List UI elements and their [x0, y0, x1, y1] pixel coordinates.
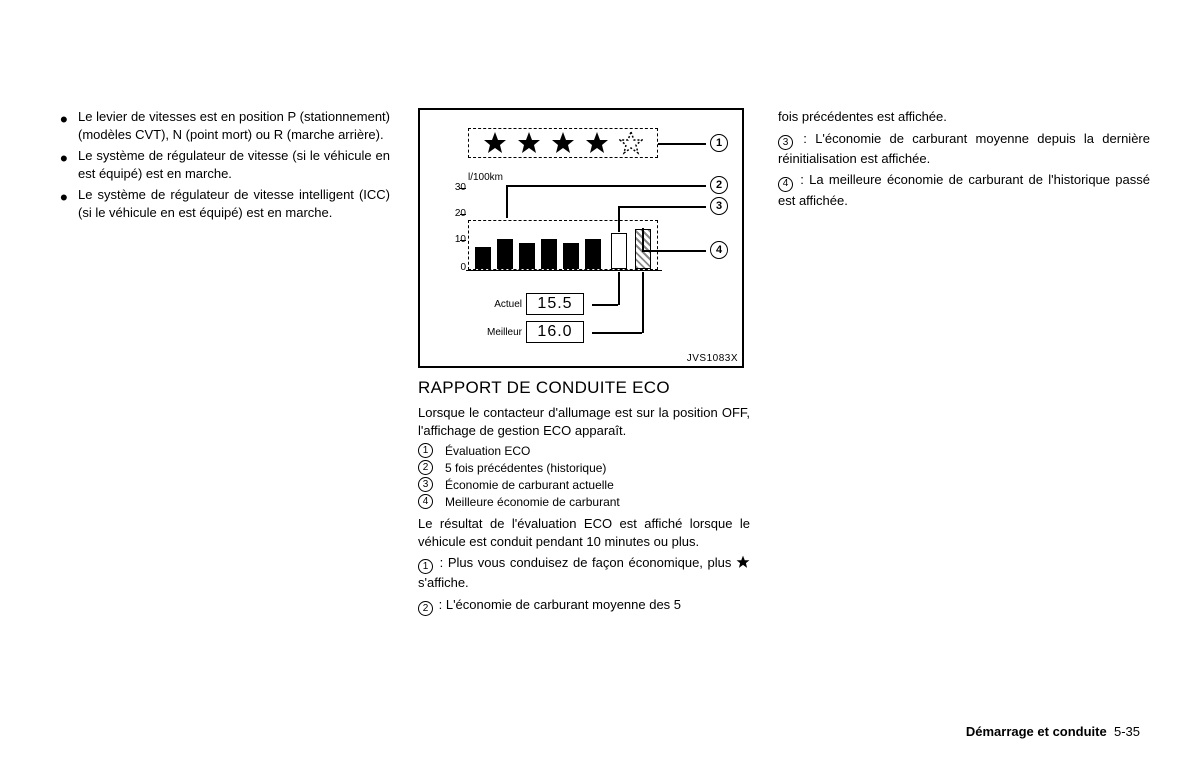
desc-4: 4 : La meilleure économie de carburant d… [778, 171, 1150, 209]
page-footer: Démarrage et conduite 5-35 [966, 724, 1140, 739]
desc-1b-text: s'affiche. [418, 575, 469, 590]
actual-label: Actuel [484, 299, 526, 310]
y-axis-label: l/100km [468, 172, 503, 183]
legend-text: 5 fois précédentes (historique) [445, 461, 606, 475]
callout-2: 2 [710, 176, 728, 194]
legend-text: Économie de carburant actuelle [445, 478, 614, 492]
callout-3: 3 [710, 197, 728, 215]
star-icon [483, 131, 507, 155]
circled-3-icon: 3 [418, 477, 433, 492]
callout-4: 4 [710, 241, 728, 259]
result-paragraph: Le résultat de l'évaluation ECO est affi… [418, 515, 750, 550]
section-title: RAPPORT DE CONDUITE ECO [418, 378, 750, 398]
circled-3-icon: 3 [778, 135, 793, 150]
continuation-line: fois précédentes est affichée. [778, 108, 1150, 126]
figure-reference: JVS1083X [687, 353, 738, 364]
history-bar [475, 247, 491, 269]
intro-paragraph: Lorsque le contacteur d'allumage est sur… [418, 404, 750, 439]
desc-1a-text: : Plus vous conduisez de façon économiqu… [435, 555, 736, 570]
footer-section: Démarrage et conduite [966, 724, 1107, 739]
desc-4-text: : La meilleure économie de carburant de … [778, 172, 1150, 207]
star-icon [517, 131, 541, 155]
star-icon [585, 131, 609, 155]
actual-row: Actuel 15.5 [484, 294, 584, 314]
history-bar [497, 239, 513, 269]
circled-2-icon: 2 [418, 601, 433, 616]
list-item: Le levier de vitesses est en position P … [50, 108, 390, 143]
legend-row: 3 Économie de carburant actuelle [418, 477, 750, 492]
desc-2-text: : L'économie de carburant moyenne des 5 [435, 597, 681, 612]
star-icon [551, 131, 575, 155]
history-bar [519, 243, 535, 269]
list-item: Le système de régulateur de vitesse (si … [50, 147, 390, 182]
history-bar [541, 239, 557, 269]
circled-2-icon: 2 [418, 460, 433, 475]
circled-1-icon: 1 [418, 559, 433, 574]
circled-4-icon: 4 [418, 494, 433, 509]
star-outline-icon [619, 131, 643, 155]
legend-row: 2 5 fois précédentes (historique) [418, 460, 750, 475]
center-column: 1 l/100km 30 20 10 0 [418, 108, 750, 620]
eco-report-figure: 1 l/100km 30 20 10 0 [418, 108, 744, 368]
legend-text: Évaluation ECO [445, 444, 530, 458]
stars-box [468, 128, 658, 158]
y-tick: 0 [446, 262, 466, 273]
list-item: Le système de régulateur de vitesse inte… [50, 186, 390, 221]
circled-4-icon: 4 [778, 177, 793, 192]
desc-3-text: : L'économie de carburant moyenne depuis… [778, 131, 1150, 166]
right-column: fois précédentes est affichée. 3 : L'éco… [778, 108, 1150, 620]
legend-text: Meilleure économie de carburant [445, 495, 620, 509]
desc-3: 3 : L'économie de carburant moyenne depu… [778, 130, 1150, 168]
left-column: Le levier de vitesses est en position P … [50, 108, 390, 620]
bullet-list: Le levier de vitesses est en position P … [50, 108, 390, 221]
star-icon [736, 555, 750, 569]
legend-row: 4 Meilleure économie de carburant [418, 494, 750, 509]
history-bar [563, 243, 579, 269]
best-value: 16.0 [526, 321, 584, 343]
callout-1: 1 [710, 134, 728, 152]
best-row: Meilleur 16.0 [484, 322, 584, 342]
best-label: Meilleur [484, 327, 526, 338]
circled-1-icon: 1 [418, 443, 433, 458]
legend-row: 1 Évaluation ECO [418, 443, 750, 458]
footer-page: 5-35 [1114, 724, 1140, 739]
bar-chart [468, 220, 658, 270]
desc-1: 1 : Plus vous conduisez de façon économi… [418, 554, 750, 592]
history-bar [585, 239, 601, 269]
current-bar [611, 233, 627, 269]
desc-2: 2 : L'économie de carburant moyenne des … [418, 596, 750, 616]
actual-value: 15.5 [526, 293, 584, 315]
